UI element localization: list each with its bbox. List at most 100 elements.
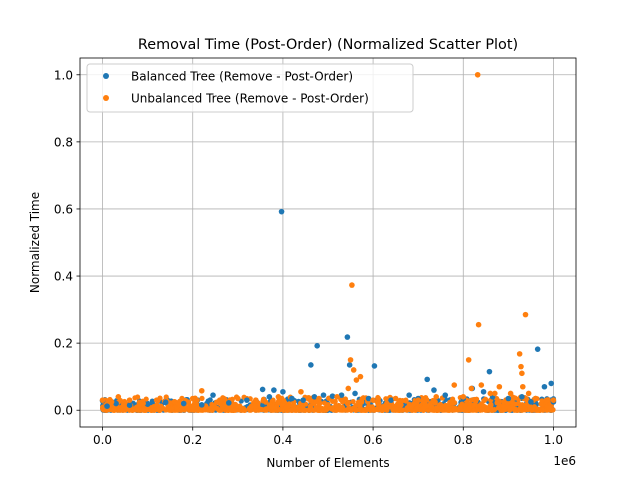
data-point-series-1-36 [507,390,514,397]
data-point-series-1-15 [334,394,340,400]
data-point-series-0-24 [344,334,351,340]
data-point-series-1-20 [353,377,360,383]
data-point-series-0-44 [541,383,548,390]
legend: Balanced Tree (Remove - Post-Order) Unba… [86,63,414,113]
data-point-series-0-22 [329,393,336,399]
data-point-series-0-20 [314,343,320,349]
data-point-series-0-34 [442,392,449,398]
data-point-series-1-32 [478,382,485,388]
data-point-series-1-4 [140,400,146,407]
data-point-series-0-3 [126,402,133,409]
data-point-series-0-21 [320,392,327,398]
data-point-series-0-10 [244,397,250,403]
data-point-series-1-19 [350,367,357,373]
data-point-series-1-40 [519,383,526,390]
data-point-series-1-44 [543,397,550,403]
data-point-series-0-26 [352,390,358,397]
data-point-series-0-25 [346,362,353,368]
data-point-series-0-38 [486,368,493,375]
y-tick-label: 0.4 [54,270,73,284]
data-point-series-1-31 [475,321,482,328]
data-point-series-0-7 [198,402,205,408]
data-point-series-1-22 [370,397,376,403]
data-point-series-1-39 [519,370,525,377]
x-tick-label: 0.8 [454,433,473,447]
y-tick-label: 0.2 [54,337,73,351]
data-point-series-1-1 [108,399,115,405]
data-point-series-1-27 [460,394,467,400]
data-point-series-1-5 [153,397,160,403]
legend-box [86,63,414,113]
data-point-series-0-27 [365,395,372,402]
data-point-series-1-16 [345,385,352,392]
data-point-series-0-33 [431,387,437,393]
data-point-series-1-23 [392,395,399,402]
data-point-series-0-30 [406,392,412,398]
data-point-series-0-12 [266,394,273,400]
data-point-series-1-25 [433,394,440,400]
x-tick-label: 0.6 [364,433,383,447]
grid-lines [80,58,576,427]
data-point-series-0-42 [528,399,534,405]
data-point-series-1-8 [198,387,205,394]
data-point-series-1-2 [115,394,122,400]
data-point-series-0-23 [338,392,345,398]
data-point-series-0-1 [104,403,110,410]
data-point-series-1-42 [525,390,532,397]
data-point-series-0-37 [480,388,487,395]
data-point-series-0-16 [289,395,295,402]
data-point-series-1-26 [451,382,458,388]
data-point-series-1-17 [347,357,354,363]
data-point-series-1-10 [235,395,241,402]
plot-points [99,71,557,413]
data-point-series-0-2 [113,400,119,407]
data-point-series-0-14 [278,208,285,215]
data-point-series-0-13 [271,387,277,393]
data-point-series-0-11 [259,386,266,393]
legend-label-unbalanced: Unbalanced Tree (Remove - Post-Order) [131,92,369,106]
data-point-series-1-35 [496,383,503,390]
data-point-series-1-12 [275,394,282,400]
data-point-series-0-45 [548,380,554,387]
data-point-series-1-41 [522,311,529,318]
data-point-series-1-21 [357,373,364,380]
data-point-series-0-6 [180,400,187,407]
data-point-series-1-6 [171,399,178,405]
data-point-series-0-28 [371,363,378,369]
data-point-series-0-41 [519,394,525,400]
y-tick-label: 1.0 [54,68,73,82]
data-point-series-0-40 [505,395,512,402]
data-point-series-1-38 [518,363,524,370]
y-axis-ticks: 0.0 0.2 0.4 0.6 0.8 1.0 [54,68,80,418]
data-point-series-1-9 [216,397,223,403]
data-point-series-1-0 [99,397,106,403]
data-point-series-0-5 [162,399,169,405]
data-point-series-1-24 [415,397,421,403]
legend-marker-balanced [103,73,109,79]
data-point-series-0-15 [280,388,286,395]
data-point-series-1-43 [532,395,539,402]
plot-frame [79,57,577,428]
data-point-series-1-13 [298,388,304,395]
data-point-series-1-11 [253,397,259,403]
data-point-series-1-18 [349,282,355,288]
data-point-series-1-33 [487,390,494,397]
data-point-series-0-18 [308,362,314,368]
y-tick-label: 0.8 [54,135,73,149]
x-tick-label: 0.4 [273,433,292,447]
x-axis-label: Number of Elements [266,456,389,470]
data-point-series-1-29 [468,385,475,392]
y-tick-label: 0.0 [54,404,73,418]
data-point-series-1-7 [189,395,196,402]
x-tick-label: 0.0 [93,433,112,447]
data-point-series-1-28 [465,357,472,363]
y-tick-label: 0.6 [54,202,73,216]
data-point-series-0-4 [144,401,151,407]
legend-label-balanced: Balanced Tree (Remove - Post-Order) [131,70,353,84]
x-axis-ticks: 0.0 0.2 0.4 0.6 0.8 1.0 [93,427,563,447]
legend-marker-unbalanced [103,95,109,101]
data-point-series-0-43 [534,346,541,352]
x-tick-label: 1.0 [544,433,563,447]
x-axis-offset-label: 1e6 [553,454,576,468]
